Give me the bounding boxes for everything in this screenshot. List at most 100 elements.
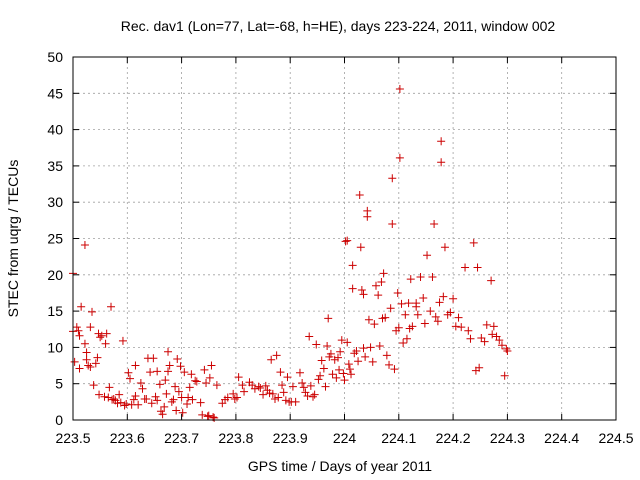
data-point — [395, 153, 404, 162]
data-point — [394, 323, 403, 332]
data-point — [374, 291, 383, 300]
data-point — [136, 378, 145, 387]
data-point — [446, 308, 455, 317]
data-point — [314, 375, 323, 384]
data-point — [279, 388, 288, 397]
data-point — [309, 392, 318, 401]
data-point — [204, 411, 213, 420]
data-point — [343, 338, 352, 347]
data-point — [131, 392, 140, 401]
x-tick-label: 224.5 — [598, 430, 633, 446]
axis-ticks — [72, 56, 617, 421]
data-point — [420, 319, 429, 328]
data-point — [440, 243, 449, 252]
data-point — [265, 389, 274, 398]
data-point — [317, 356, 326, 365]
data-point — [336, 347, 345, 356]
data-point — [347, 370, 356, 379]
data-point — [306, 381, 315, 390]
data-point — [172, 406, 181, 415]
data-point — [74, 326, 83, 335]
data-point — [341, 237, 350, 246]
data-point — [88, 307, 97, 316]
x-tick-label: 224 — [333, 430, 357, 446]
data-point — [97, 331, 106, 340]
data-point — [205, 373, 214, 382]
x-tick-label: 224.3 — [490, 430, 525, 446]
y-tick-label: 45 — [47, 85, 63, 101]
y-tick-label: 25 — [47, 231, 63, 247]
data-point — [469, 238, 478, 247]
data-point — [439, 292, 448, 301]
data-point — [96, 333, 105, 342]
data-point — [344, 360, 353, 369]
data-point — [388, 219, 397, 228]
x-tick-label: 224.4 — [544, 430, 579, 446]
data-point — [397, 299, 406, 308]
data-point — [430, 219, 439, 228]
data-point — [333, 353, 342, 362]
data-point — [93, 353, 102, 362]
data-point — [502, 344, 511, 353]
data-point — [84, 361, 93, 370]
data-point — [395, 84, 404, 93]
data-point — [126, 374, 135, 383]
data-point — [299, 383, 308, 392]
data-point — [191, 376, 200, 385]
data-point — [356, 243, 365, 252]
data-point — [188, 395, 197, 404]
data-point — [272, 351, 281, 360]
data-point — [129, 395, 138, 404]
data-point — [192, 377, 201, 386]
data-point — [104, 393, 113, 402]
y-tick-label: 5 — [55, 376, 63, 392]
data-point — [176, 362, 185, 371]
data-point — [316, 371, 325, 380]
data-point — [379, 269, 388, 278]
data-point — [153, 367, 162, 376]
data-point — [475, 363, 484, 372]
data-point — [359, 344, 368, 353]
data-point — [171, 382, 180, 391]
data-point — [203, 412, 212, 421]
data-point — [153, 396, 162, 405]
data-point — [495, 336, 504, 345]
data-point — [487, 276, 496, 285]
data-point — [113, 399, 122, 408]
data-point — [377, 278, 386, 287]
data-point — [118, 336, 127, 345]
data-point — [281, 396, 290, 405]
data-point — [466, 334, 475, 343]
data-point — [416, 272, 425, 281]
data-point — [451, 322, 460, 331]
data-point — [464, 326, 473, 335]
data-point — [359, 290, 368, 299]
data-point — [134, 400, 143, 409]
chart-title: Rec. dav1 (Lon=77, Lat=-68, h=HE), days … — [121, 18, 556, 34]
data-point — [385, 360, 394, 369]
data-point — [86, 323, 95, 332]
data-point — [178, 408, 187, 417]
data-point — [259, 390, 268, 399]
y-tick-label: 35 — [47, 158, 63, 174]
data-point — [120, 401, 129, 410]
data-point — [489, 322, 498, 331]
data-point — [109, 394, 118, 403]
data-point — [223, 393, 232, 402]
y-tick-label: 0 — [55, 412, 63, 428]
data-point — [488, 330, 497, 339]
data-point — [184, 393, 193, 402]
data-point — [473, 263, 482, 272]
y-tick-label: 15 — [47, 303, 63, 319]
data-point — [352, 347, 361, 356]
data-point — [268, 389, 277, 398]
data-point — [72, 323, 81, 332]
data-point — [173, 355, 182, 364]
data-point — [183, 400, 192, 409]
data-point — [107, 302, 116, 311]
data-point — [345, 365, 354, 374]
data-point — [497, 341, 506, 350]
data-point — [366, 343, 375, 352]
data-point — [180, 368, 189, 377]
data-point — [324, 314, 333, 323]
